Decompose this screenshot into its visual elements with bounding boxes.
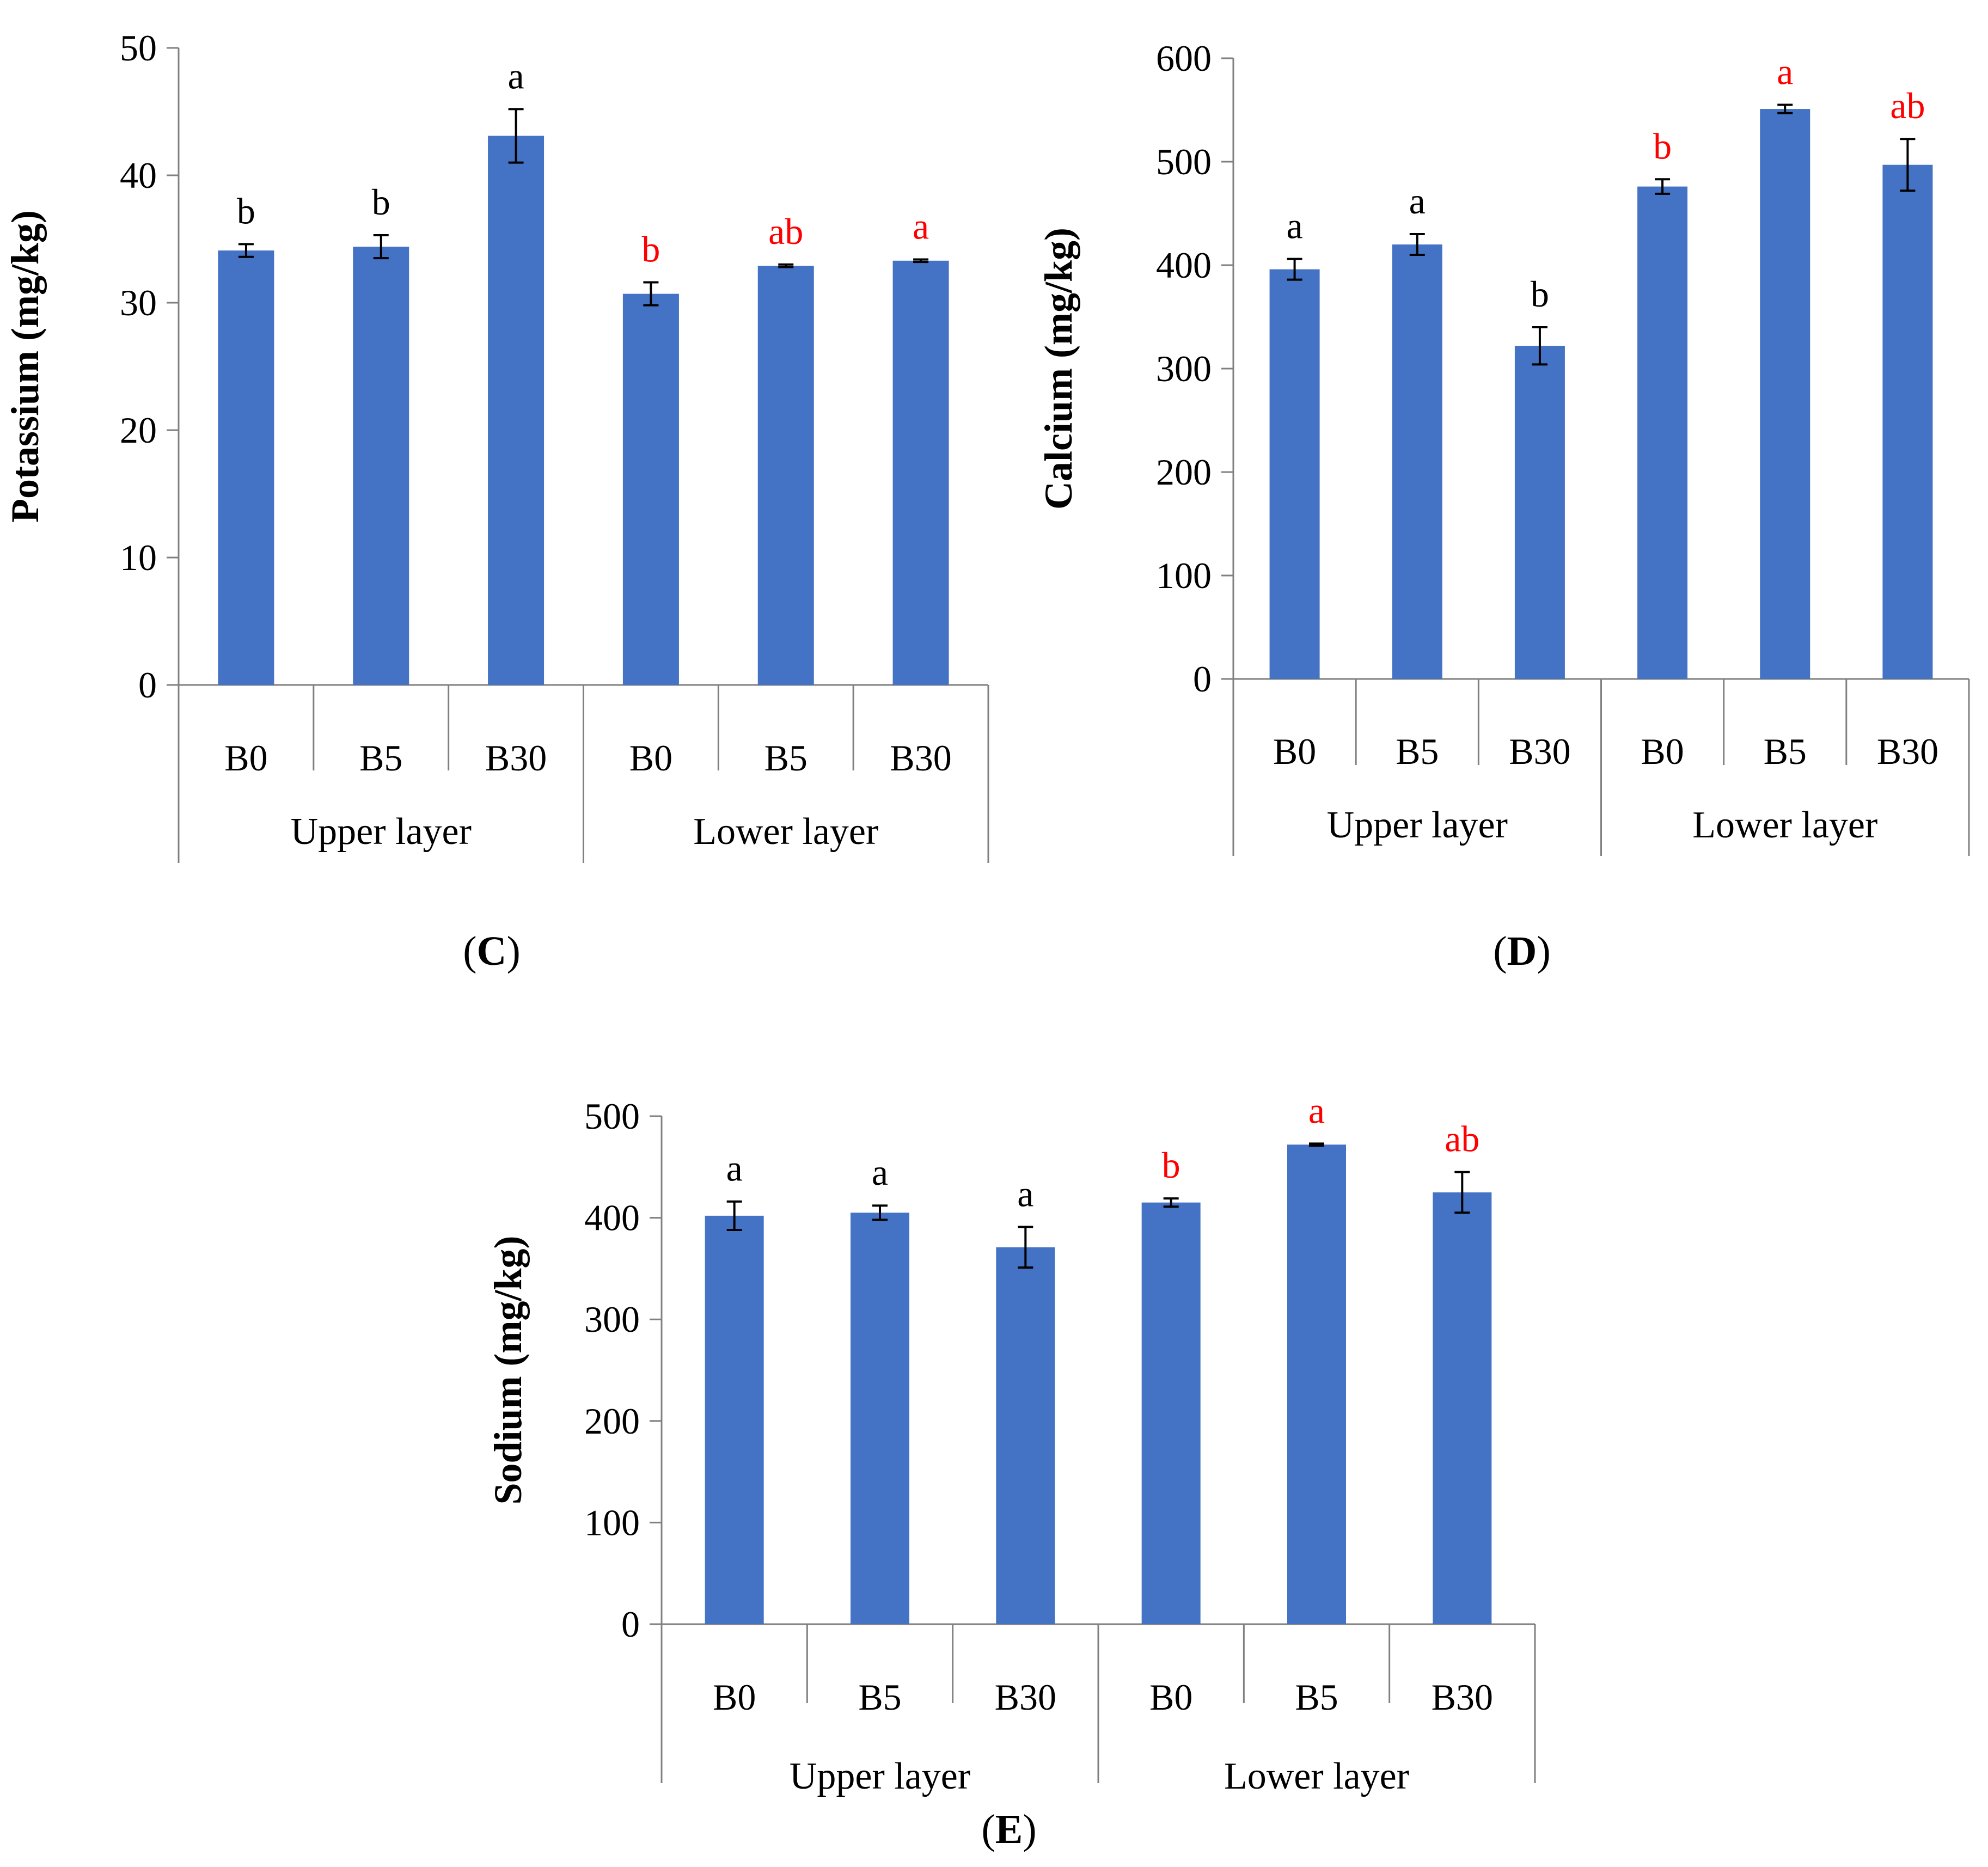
significance-letter: ab (768, 211, 803, 252)
significance-letter: a (1409, 180, 1426, 222)
category-label: B0 (713, 1676, 756, 1718)
bar (1637, 186, 1688, 680)
bar (757, 266, 814, 685)
category-label: B0 (224, 737, 267, 779)
bar (1514, 346, 1565, 679)
significance-letter: ab (1445, 1118, 1479, 1160)
category-label: B0 (1273, 731, 1316, 772)
bar (892, 260, 949, 685)
significance-letter: a (872, 1152, 888, 1193)
panel-label-e: (E) (981, 1807, 1036, 1852)
group-label: Lower layer (1224, 1755, 1409, 1797)
y-tick-label: 40 (120, 155, 157, 196)
panel-label-d-close: ) (1537, 928, 1550, 974)
significance-letter: a (1017, 1173, 1033, 1214)
significance-letter: b (1162, 1144, 1180, 1186)
y-axis-title: Potassium (mg/kg) (3, 210, 47, 523)
significance-letter: b (641, 229, 660, 270)
bar (488, 136, 545, 685)
category-label: B0 (629, 737, 672, 779)
y-tick-label: 100 (584, 1502, 640, 1543)
y-tick-label: 600 (1156, 38, 1212, 79)
category-label: B5 (1396, 731, 1439, 772)
panel-label-c-open: ( (463, 928, 476, 974)
significance-letter: ab (1890, 85, 1925, 126)
bar (1882, 164, 1933, 679)
y-tick-label: 0 (138, 664, 157, 706)
category-label: B5 (359, 737, 402, 779)
group-label: Upper layer (1327, 804, 1508, 846)
panel-label-d-open: ( (1493, 928, 1507, 974)
y-axis-title: Calcium (mg/kg) (1037, 228, 1080, 510)
panel-label-e-letter: E (995, 1807, 1023, 1852)
bar (1287, 1144, 1346, 1624)
significance-letter: b (1531, 273, 1549, 315)
significance-letter: a (507, 55, 524, 96)
y-tick-label: 200 (584, 1400, 640, 1442)
group-label: Lower layer (693, 811, 878, 853)
bar (1141, 1202, 1201, 1624)
category-label: B0 (1149, 1676, 1192, 1718)
y-tick-label: 400 (584, 1197, 640, 1239)
y-axis-title: Sodium (mg/kg) (486, 1235, 530, 1504)
category-label: B30 (1509, 731, 1570, 772)
y-tick-label: 400 (1156, 244, 1212, 286)
panel-label-c-letter: C (477, 928, 507, 974)
bar (1433, 1192, 1492, 1624)
category-label: B5 (764, 737, 808, 779)
category-label: B30 (890, 737, 951, 779)
y-tick-label: 50 (120, 27, 157, 69)
group-label: Lower layer (1692, 804, 1877, 846)
bar (218, 250, 274, 685)
panel-label-c-close: ) (506, 928, 520, 974)
chart-sodium: 0 100 200 300 400 500 a B0 a B5 a B30 b B0 a B5 ab B30 Upp… (486, 1089, 1536, 1797)
y-tick-label: 0 (1193, 658, 1212, 700)
category-label: B0 (1641, 731, 1684, 772)
y-tick-label: 10 (120, 537, 157, 578)
category-label: B30 (485, 737, 547, 779)
panel-label-e-close: ) (1023, 1807, 1036, 1852)
y-tick-label: 500 (1156, 141, 1212, 182)
y-tick-label: 500 (584, 1095, 640, 1137)
bar (1760, 109, 1810, 680)
significance-letter: a (1286, 205, 1302, 247)
category-label: B30 (1432, 1676, 1493, 1718)
y-tick-label: 30 (120, 282, 157, 323)
y-tick-label: 0 (621, 1603, 640, 1645)
category-label: B5 (858, 1676, 901, 1718)
group-label: Upper layer (790, 1755, 970, 1797)
bar (353, 247, 409, 685)
category-label: B5 (1295, 1676, 1338, 1718)
y-tick-label: 300 (584, 1299, 640, 1340)
panel-label-d-letter: D (1507, 928, 1537, 974)
panel-label-e-open: ( (981, 1807, 995, 1852)
y-tick-label: 100 (1156, 555, 1212, 596)
bar (1392, 244, 1442, 679)
panel-label-d: (D) (1493, 928, 1551, 974)
significance-letter: b (237, 190, 255, 231)
significance-letter: a (1308, 1089, 1325, 1131)
bar (996, 1247, 1055, 1624)
panel-label-c: (C) (463, 928, 521, 974)
category-label: B30 (995, 1676, 1056, 1718)
significance-letter: a (913, 205, 929, 247)
y-tick-label: 200 (1156, 451, 1212, 493)
bar (622, 293, 679, 685)
category-label: B30 (1877, 731, 1938, 772)
significance-letter: a (1777, 51, 1793, 93)
significance-letter: a (726, 1148, 743, 1189)
bar (851, 1213, 909, 1624)
significance-letter: b (372, 181, 390, 223)
chart-calcium: 0 100 200 300 400 500 600 a B0 a B5 b B30 b B0 a B5 ab B30… (1037, 38, 1970, 856)
bar (1269, 269, 1320, 680)
chart-potassium: 0 10 20 30 40 50 b B0 b B5 a B30 b B0 ab B5 a B30 Upper la… (3, 27, 989, 863)
y-tick-label: 300 (1156, 348, 1212, 389)
y-tick-label: 20 (120, 409, 157, 451)
significance-letter: b (1653, 125, 1672, 167)
category-label: B5 (1764, 731, 1807, 772)
bar (705, 1215, 764, 1624)
group-label: Upper layer (291, 811, 472, 853)
